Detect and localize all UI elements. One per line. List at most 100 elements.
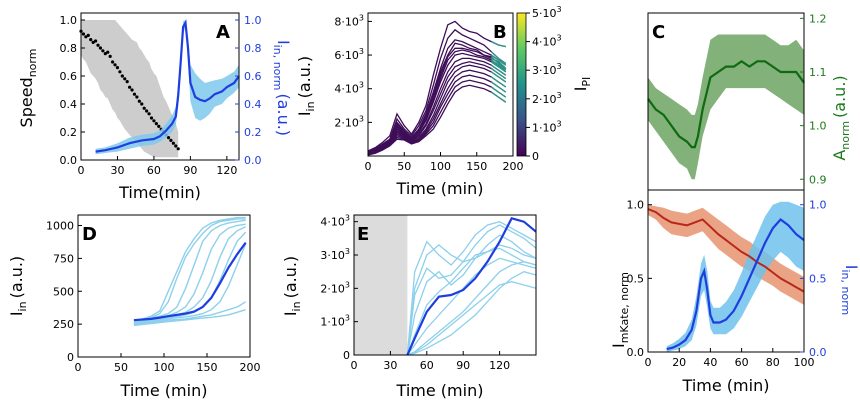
panel-e-ytick-label-base: 2·10 xyxy=(320,282,345,295)
panel-c-axes: 0.91.01.11.20 20 40 60 80 1000.00.51.00.00.51… xyxy=(627,12,827,369)
panel-e-xlabel: Time (min) xyxy=(396,381,484,400)
speed-point xyxy=(113,63,117,67)
panel-b-ytick-label-base: 8·10 xyxy=(334,15,359,28)
area-line xyxy=(647,59,805,149)
intensity-line xyxy=(666,218,805,351)
mean-line xyxy=(133,241,247,322)
panel-c-lower-ytick-right-label: 1.0 xyxy=(809,199,827,212)
panel-d-ylabel: Iin (a.u.) xyxy=(7,256,29,316)
speed-point xyxy=(106,50,110,54)
trace-end xyxy=(490,91,507,103)
trace-line xyxy=(367,20,506,152)
panel-a-ytick-right-label: 0.6 xyxy=(244,70,262,83)
speed-point xyxy=(125,80,129,84)
panel-d-ytick-label: 250 xyxy=(53,318,74,331)
panel-a-xlabel: Time(min) xyxy=(118,183,201,202)
colorbar-tick-label-exp: 3 xyxy=(557,91,562,100)
trace-end xyxy=(490,54,507,66)
panel-b-xtick-label: 200 xyxy=(503,160,524,173)
speed-point xyxy=(108,54,112,59)
panel-b-xlabel: Time (min) xyxy=(396,179,484,198)
colorbar-tick-label-exp: 3 xyxy=(557,119,562,128)
panel-c-ytick-right-label: 1.1 xyxy=(809,66,827,79)
panel-b-xtick-label: 50 xyxy=(397,160,411,173)
trace-line xyxy=(367,49,507,155)
colorbar-tick-label-base: 4·10 xyxy=(532,36,557,49)
panel-b-ylabel-main: I xyxy=(295,111,314,116)
speed-point xyxy=(111,60,115,64)
panel-a-axes: 0 30 60 90 120 0.0 0.2 0.4 0.6 0.8 1.0 0.0 0.2 0.4 0.6… xyxy=(60,14,262,177)
trace-line xyxy=(406,224,537,356)
colorbar-tick-label-exp: 3 xyxy=(557,5,562,14)
trace-end xyxy=(490,64,507,76)
panel-d-ytick-label: 500 xyxy=(53,285,74,298)
speed-point xyxy=(89,38,93,42)
panel-a-ytick-label: 0.2 xyxy=(60,126,78,139)
panel-c-lower-xtick-label: 20 xyxy=(672,356,686,369)
panel-c-lower-xtick-label: 0 xyxy=(645,356,652,369)
panel-e-ylabel: Iin (a.u.) xyxy=(281,256,303,316)
speed-point xyxy=(149,116,154,120)
panel-e-xtick-label: 60 xyxy=(420,359,434,372)
panel-c-lower-xtick-label: 60 xyxy=(735,356,749,369)
speed-point xyxy=(154,122,158,126)
speed-point xyxy=(120,74,124,78)
panel-e-ytick-label-base: 1·10 xyxy=(320,316,345,329)
speed-point xyxy=(147,112,151,116)
panel-c-ytick-right-label: 0.9 xyxy=(809,173,827,186)
shaded-region xyxy=(354,215,408,355)
panel-c-lower-ylabel-left-sub: mKate, norm xyxy=(618,272,631,343)
trace-end xyxy=(490,86,507,98)
panel-e-letter: E xyxy=(357,224,369,245)
panel-b-ytick-label-base: 6·10 xyxy=(334,49,359,62)
panel-a-ytick-right-label: 0.4 xyxy=(244,98,262,111)
panel-c-lower-ytick-right-label: 0.0 xyxy=(809,346,827,359)
panel-e-ytick-label: 2·103 xyxy=(320,280,350,295)
panel-a: 0 30 60 90 120 0.0 0.2 0.4 0.6 0.8 1.0 0.0 0.2 0.4 0.6… xyxy=(17,12,293,202)
trace-end xyxy=(490,51,507,65)
panel-d-ytick-label: 750 xyxy=(53,252,74,265)
panel-b-colorbar xyxy=(516,12,527,157)
panel-a-xtick-label: 0 xyxy=(78,164,85,177)
panel-c-lower-xtick-label: 80 xyxy=(766,356,780,369)
panel-b-ylabel-sub: in xyxy=(304,101,317,111)
trace-line xyxy=(133,309,246,327)
panel-a-ytick-label: 0.6 xyxy=(60,70,78,83)
panel-c-lower-ylabel-right-main: I xyxy=(842,265,860,270)
speed-point xyxy=(176,147,180,151)
panel-e-ytick-label-base: 3·10 xyxy=(320,249,345,262)
panel-d-ylabel-suffix: (a.u.) xyxy=(7,256,26,299)
panel-a-ytick-label: 0.4 xyxy=(60,98,78,111)
panel-a-ytick-right-label: 0.2 xyxy=(244,126,262,139)
panel-c-lower-ylabel-left-main: I xyxy=(609,343,628,348)
panel-b-ytick-label-base: 2·10 xyxy=(334,116,359,129)
panel-a-ytick-label: 0.0 xyxy=(60,154,78,167)
panel-c-ylabel-right: Anorm (a.u.) xyxy=(830,75,852,160)
area-band xyxy=(648,34,804,180)
intensity-band xyxy=(666,201,804,352)
panel-b-xtick-label: 150 xyxy=(466,160,487,173)
panel-c-lower-xtick-label: 100 xyxy=(794,356,815,369)
colorbar-tick-label-base: 0 xyxy=(532,150,539,163)
panel-b-ylabel: Iin (a.u.) xyxy=(295,56,317,116)
speed-point xyxy=(130,88,134,92)
panel-b-xtick-label: 0 xyxy=(365,160,372,173)
panel-c-lower-ytick-label: 0.0 xyxy=(627,346,645,359)
speed-point xyxy=(93,39,98,43)
trace-line xyxy=(406,257,537,356)
panel-d-ytick-label: 0 xyxy=(67,351,74,364)
trace-end xyxy=(490,76,507,88)
speed-point xyxy=(118,70,122,74)
panel-c-ytick-right-label: 1.2 xyxy=(809,12,827,25)
panel-e-xtick-label: 0 xyxy=(351,359,358,372)
mkate-band xyxy=(648,204,804,305)
panel-c-lower-ytick-label: 0.5 xyxy=(627,272,645,285)
panel-d-xtick-label: 0 xyxy=(75,361,82,374)
speed-point xyxy=(101,49,105,53)
panel-e-xtick-label: 90 xyxy=(456,359,470,372)
trace-end xyxy=(490,59,507,71)
